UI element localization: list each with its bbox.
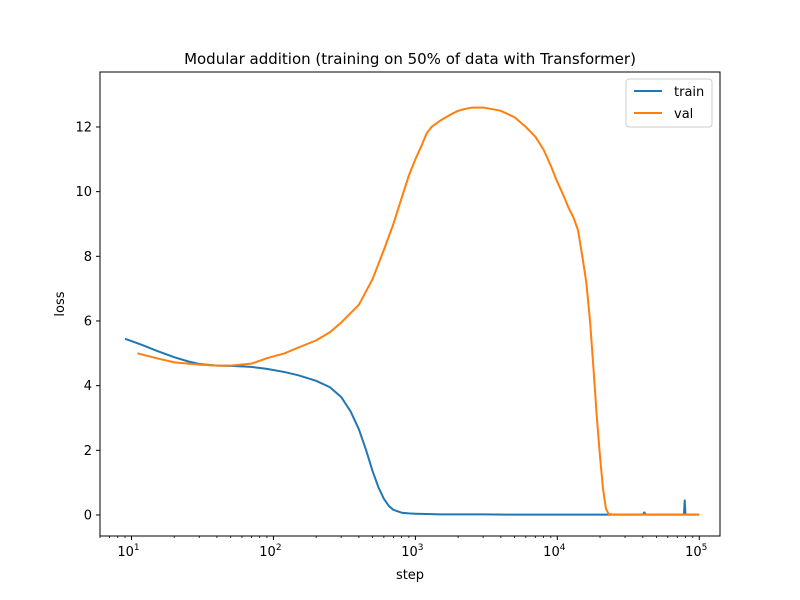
y-tick-label: 4 <box>84 379 92 394</box>
x-tick-label: 103 <box>401 543 423 560</box>
x-tick-label: 102 <box>259 543 281 560</box>
y-tick-label: 2 <box>84 444 92 459</box>
y-axis-ticks: 0 2 4 6 8 10 12 <box>75 120 100 523</box>
plot-lines <box>124 106 700 516</box>
x-tick-label: 101 <box>117 543 139 560</box>
series-line-val <box>137 106 700 516</box>
y-tick-label: 6 <box>84 314 92 329</box>
legend-label-train: train <box>674 85 704 100</box>
axes <box>99 71 721 537</box>
axes-frame <box>99 71 721 537</box>
x-tick-label: 104 <box>543 543 566 560</box>
y-axis-label: loss <box>53 291 68 316</box>
x-tick-label: 105 <box>685 543 707 560</box>
y-tick-label: 0 <box>84 508 92 523</box>
x-axis-ticks: 101 102 103 104 105 <box>99 536 707 560</box>
legend-label-val: val <box>674 107 693 122</box>
chart-title: Modular addition (training on 50% of dat… <box>184 50 636 68</box>
x-axis-label: step <box>396 568 424 583</box>
y-tick-label: 12 <box>75 120 92 135</box>
y-tick-label: 8 <box>84 250 92 265</box>
series-line-train <box>124 337 700 516</box>
legend: train val <box>625 78 713 128</box>
y-tick-label: 10 <box>75 185 92 200</box>
